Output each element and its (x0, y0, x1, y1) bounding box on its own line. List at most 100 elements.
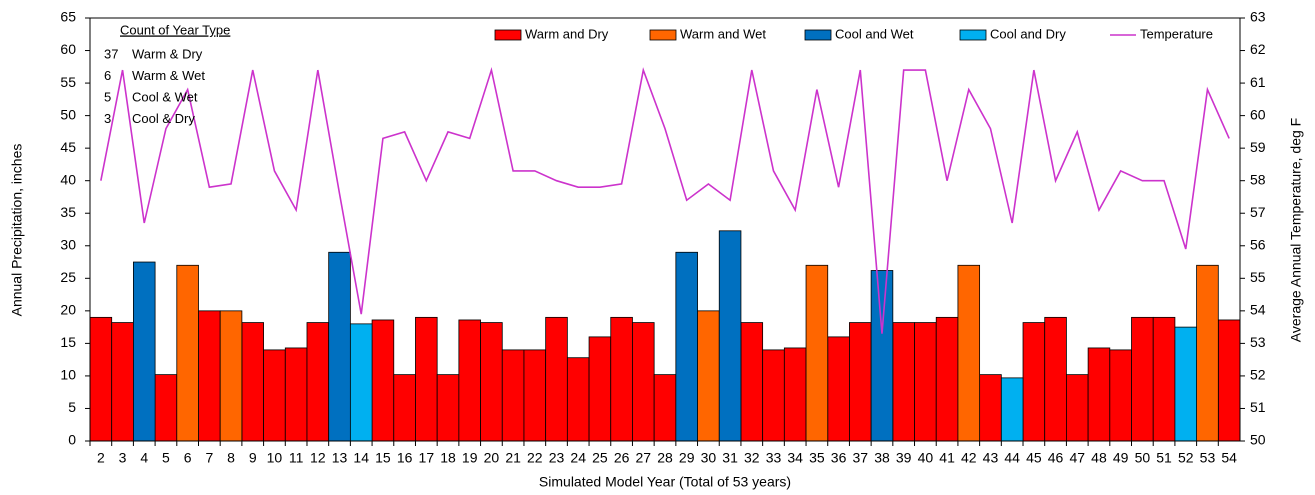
y-tick-label: 50 (60, 106, 76, 122)
bar (523, 349, 547, 442)
bar (1022, 322, 1046, 442)
y2-tick-label: 51 (1250, 399, 1266, 415)
bar (1066, 374, 1089, 442)
bar (328, 251, 351, 442)
y-tick-label: 5 (68, 399, 76, 415)
bar (914, 322, 937, 442)
bar (849, 322, 872, 442)
bar (957, 264, 981, 442)
x-tick-label: 7 (205, 450, 213, 466)
bar (979, 374, 1002, 442)
x-tick-label: 14 (353, 450, 369, 466)
x-tick-label: 2 (97, 450, 105, 466)
bar (501, 349, 525, 442)
bar (762, 349, 785, 442)
bar (1217, 319, 1241, 442)
count-box-title: Count of Year Type (120, 22, 230, 37)
y2-tick-label: 60 (1250, 106, 1266, 122)
x-tick-label: 54 (1221, 450, 1237, 466)
y2-tick-label: 59 (1250, 139, 1266, 155)
x-tick-label: 38 (874, 450, 890, 466)
y2-tick-label: 52 (1250, 367, 1266, 383)
x-tick-label: 49 (1113, 450, 1129, 466)
x-tick-label: 6 (184, 450, 192, 466)
bar (176, 264, 199, 442)
bar (870, 270, 894, 442)
x-tick-label: 28 (657, 450, 673, 466)
x-tick-label: 24 (570, 450, 586, 466)
y-tick-label: 55 (60, 74, 76, 90)
temperature-line (100, 66, 1230, 334)
x-tick-label: 16 (397, 450, 413, 466)
y2-tick-label: 61 (1250, 74, 1266, 90)
bar (783, 347, 807, 442)
bar (154, 374, 178, 442)
legend-swatch (494, 29, 522, 41)
bar (740, 322, 764, 442)
x-tick-label: 30 (701, 450, 717, 466)
y-tick-label: 30 (60, 236, 76, 252)
x-tick-label: 41 (939, 450, 955, 466)
x-tick-label: 11 (289, 450, 304, 466)
bar (111, 322, 134, 442)
x-tick-label: 42 (961, 450, 977, 466)
y2-tick-label: 53 (1250, 334, 1266, 350)
count-label: Warm & Wet (132, 68, 205, 83)
bar (935, 316, 959, 442)
x-tick-label: 36 (831, 450, 847, 466)
legend-swatch (959, 29, 987, 41)
x-tick-label: 46 (1048, 450, 1064, 466)
bar (1087, 347, 1111, 442)
bar (458, 319, 481, 442)
x-tick-label: 18 (440, 450, 456, 466)
y-tick-label: 40 (60, 171, 76, 187)
y-tick-label: 45 (60, 139, 76, 155)
bar (610, 316, 633, 442)
count-label: Cool & Wet (132, 89, 198, 104)
x-tick-label: 8 (227, 450, 235, 466)
count-label: Cool & Dry (132, 111, 195, 126)
bar (545, 316, 568, 442)
x-tick-label: 21 (505, 450, 521, 466)
x-tick-label: 9 (249, 450, 257, 466)
x-tick-label: 23 (549, 450, 565, 466)
x-tick-label: 43 (983, 450, 999, 466)
x-tick-label: 37 (852, 450, 868, 466)
x-tick-label: 17 (419, 450, 435, 466)
x-axis-label: Simulated Model Year (Total of 53 years) (539, 474, 791, 490)
x-tick-label: 13 (332, 450, 348, 466)
y-tick-label: 60 (60, 41, 76, 57)
x-tick-label: 20 (484, 450, 500, 466)
bar (1196, 264, 1219, 442)
bar (1109, 349, 1132, 442)
bar (697, 310, 720, 442)
y2-tick-label: 62 (1250, 41, 1266, 57)
x-tick-label: 4 (140, 450, 148, 466)
bar (675, 251, 698, 442)
y2-tick-label: 56 (1250, 236, 1266, 252)
legend-label: Cool and Dry (990, 26, 1066, 41)
x-tick-label: 53 (1200, 450, 1216, 466)
bar (241, 322, 264, 442)
y2-tick-label: 63 (1250, 9, 1266, 25)
count-value: 37 (104, 46, 118, 61)
x-tick-label: 40 (918, 450, 934, 466)
x-tick-label: 26 (614, 450, 630, 466)
x-tick-label: 12 (310, 450, 326, 466)
legend-label: Temperature (1140, 26, 1213, 41)
x-tick-label: 51 (1156, 450, 1172, 466)
y-tick-label: 20 (60, 302, 76, 318)
bar (1174, 326, 1198, 442)
legend-label: Warm and Dry (525, 26, 609, 41)
bar (393, 374, 416, 442)
y-axis-label: Annual Precipitation, inches (9, 144, 25, 317)
x-tick-label: 48 (1091, 450, 1107, 466)
x-tick-label: 34 (787, 450, 803, 466)
bar (306, 322, 330, 442)
legend-swatch (649, 29, 677, 41)
bar (198, 310, 221, 442)
bar (480, 322, 503, 442)
x-tick-label: 29 (679, 450, 695, 466)
y-tick-label: 0 (68, 432, 76, 448)
